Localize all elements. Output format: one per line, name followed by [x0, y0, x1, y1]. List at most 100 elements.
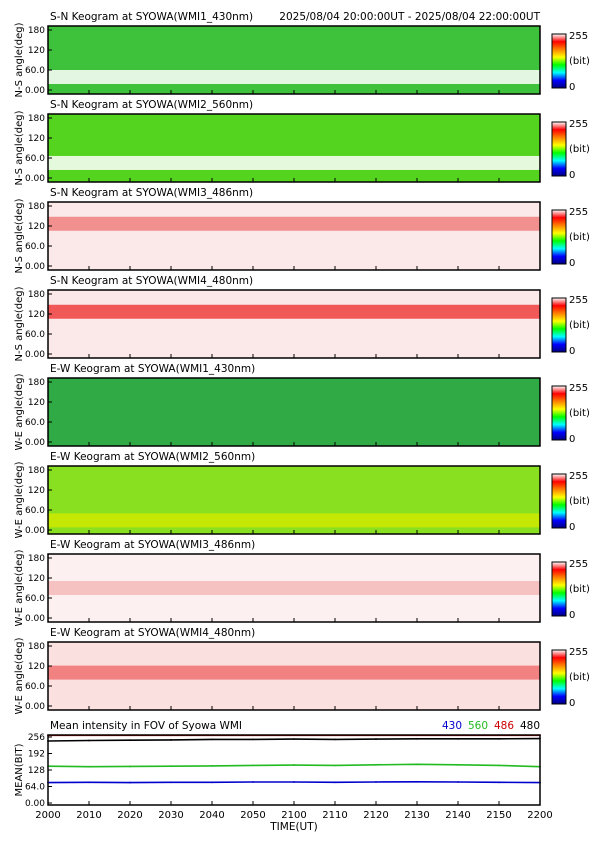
- x-tick-label: 2110: [322, 810, 347, 821]
- keogram-panel: S-N Keogram at SYOWA(WMI3_486nm) 180 120 60…: [14, 187, 590, 274]
- data-point: [211, 781, 213, 784]
- y-tick-label: 0.00: [25, 526, 45, 536]
- colorbar-unit-label: (bit): [569, 408, 590, 419]
- y-tick-label: 60.0: [25, 506, 45, 516]
- y-axis-label: MEAN(BIT): [14, 743, 25, 796]
- y-tick-label: 0.00: [25, 174, 45, 184]
- y-tick-label: 0.00: [25, 86, 45, 96]
- data-point: [252, 781, 254, 783]
- colorbar: [551, 209, 567, 265]
- x-tick-label: 2100: [281, 810, 306, 821]
- y-tick-label: 0.00: [25, 350, 45, 360]
- keogram-band: [48, 216, 540, 231]
- keogram-band: [48, 155, 540, 170]
- keogram-band: [48, 405, 540, 419]
- keogram-panel: E-W Keogram at SYOWA(WMI1_430nm) 180 120 60…: [14, 363, 590, 450]
- keogram-panel: S-N Keogram at SYOWA(WMI2_560nm) 180 120 60…: [14, 99, 590, 186]
- keogram-title: E-W Keogram at SYOWA(WMI1_430nm): [50, 363, 255, 375]
- data-point: [416, 780, 418, 783]
- colorbar-max-label: 255: [569, 31, 588, 42]
- y-tick-label: 0.00: [25, 702, 45, 712]
- colorbar-min-label: 0: [569, 258, 575, 269]
- y-tick-label: 180: [28, 114, 45, 124]
- y-tick-label: 120: [28, 574, 45, 584]
- x-axis-label: TIME(UT): [269, 821, 318, 833]
- colorbar-max-label: 255: [569, 295, 588, 306]
- data-point: [457, 763, 459, 766]
- colorbar-min-label: 0: [569, 434, 575, 445]
- data-point: [129, 781, 131, 784]
- x-tick-label: 2040: [199, 810, 224, 821]
- data-point: [211, 764, 213, 767]
- y-tick-label: 60.0: [25, 154, 45, 164]
- keogram-panel: S-N Keogram at SYOWA(WMI4_480nm) 180 120 60…: [14, 275, 590, 362]
- legend-label-560: 560: [468, 720, 488, 732]
- y-tick-label: 128: [28, 766, 45, 776]
- x-tick-label: 2020: [117, 810, 142, 821]
- legend-label-486: 486: [494, 720, 514, 732]
- colorbar: [551, 385, 567, 441]
- keogram-image: [48, 114, 540, 182]
- y-axis-label: N-S angle(deg): [14, 110, 25, 185]
- data-point: [170, 739, 172, 741]
- data-point: [88, 739, 90, 742]
- y-tick-label: 120: [28, 310, 45, 320]
- keogram-image: [48, 202, 540, 270]
- colorbar-max-label: 255: [569, 119, 588, 130]
- colorbar-max-label: 255: [569, 207, 588, 218]
- keogram-title: E-W Keogram at SYOWA(WMI4_480nm): [50, 627, 255, 639]
- y-tick-label: 120: [28, 134, 45, 144]
- keogram-panel: E-W Keogram at SYOWA(WMI4_480nm) 180 120 60…: [14, 627, 590, 714]
- y-axis-label: W-E angle(deg): [14, 637, 25, 714]
- y-tick-label: 180: [28, 202, 45, 212]
- colorbar-min-label: 0: [569, 170, 575, 181]
- line-chart-title: Mean intensity in FOV of Syowa WMI: [50, 720, 242, 732]
- keogram-panel: E-W Keogram at SYOWA(WMI3_486nm) 180 120 60…: [14, 539, 590, 626]
- colorbar-max-label: 255: [569, 383, 588, 394]
- y-tick-label: 180: [28, 642, 45, 652]
- y-tick-label: 180: [28, 26, 45, 36]
- y-axis-label: W-E angle(deg): [14, 549, 25, 626]
- data-point: [129, 765, 131, 768]
- data-point: [293, 764, 295, 766]
- x-tick-label: 2030: [158, 810, 183, 821]
- data-point: [252, 738, 254, 741]
- keogram-panel: E-W Keogram at SYOWA(WMI2_560nm) 180 120 60…: [14, 451, 590, 538]
- line-chart-background: [48, 735, 540, 805]
- y-tick-label: 120: [28, 222, 45, 232]
- keogram-panel: S-N Keogram at SYOWA(WMI1_430nm) 2025/08/…: [14, 11, 590, 98]
- y-tick-label: 60.0: [25, 594, 45, 604]
- data-point: [334, 738, 336, 741]
- legend-label-430: 430: [442, 720, 462, 732]
- x-tick-label: 2000: [35, 810, 60, 821]
- keogram-title: S-N Keogram at SYOWA(WMI3_486nm): [50, 187, 253, 199]
- x-tick-label: 2120: [363, 810, 388, 821]
- data-point: [416, 763, 418, 766]
- keogram-band: [48, 70, 540, 84]
- keogram-image: [48, 290, 540, 358]
- y-axis-label: W-E angle(deg): [14, 373, 25, 450]
- colorbar-min-label: 0: [569, 522, 575, 533]
- colorbar-min-label: 0: [569, 82, 575, 93]
- data-point: [375, 781, 377, 783]
- data-point: [170, 781, 172, 784]
- data-point: [498, 781, 500, 784]
- colorbar: [551, 121, 567, 177]
- y-tick-label: 0.00: [25, 614, 45, 624]
- y-tick-label: 0.00: [25, 799, 45, 809]
- colorbar-min-label: 0: [569, 698, 575, 709]
- y-axis-label: N-S angle(deg): [14, 198, 25, 273]
- colorbar: [551, 649, 567, 705]
- legend-label-480: 480: [520, 720, 540, 732]
- colorbar-min-label: 0: [569, 610, 575, 621]
- y-tick-label: 60.0: [25, 682, 45, 692]
- data-point: [416, 737, 418, 740]
- data-point: [498, 737, 500, 740]
- y-tick-label: 120: [28, 662, 45, 672]
- keogram-band: [48, 581, 540, 595]
- keogram-title: S-N Keogram at SYOWA(WMI1_430nm): [50, 11, 253, 23]
- y-tick-label: 60.0: [25, 418, 45, 428]
- y-tick-label: 60.0: [25, 330, 45, 340]
- colorbar-max-label: 255: [569, 471, 588, 482]
